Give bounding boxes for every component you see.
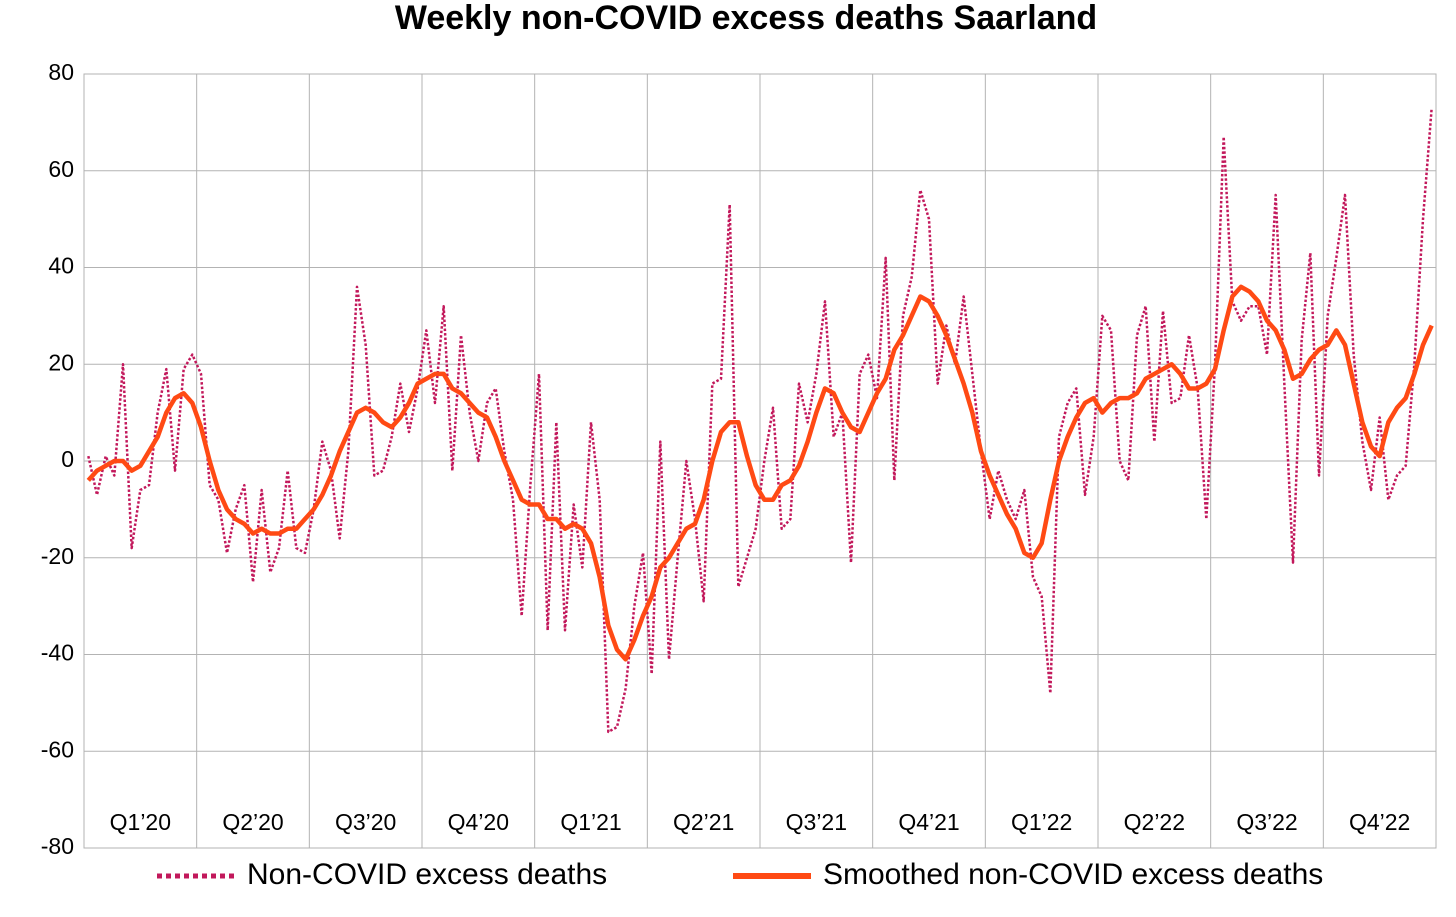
series-line [87, 107, 1433, 734]
y-tick-label: 0 [61, 446, 74, 472]
x-tick-label: Q1’21 [560, 809, 621, 835]
y-tick-label: -80 [41, 833, 74, 859]
y-tick-label: 60 [48, 156, 74, 182]
x-tick-label: Q3’20 [335, 809, 396, 835]
y-tick-label: 20 [48, 349, 74, 375]
series-line [86, 284, 1434, 662]
legend-label: Non-COVID excess deaths [247, 858, 607, 891]
x-tick-label: Q3’22 [1236, 809, 1297, 835]
x-tick-label: Q1’22 [1011, 809, 1072, 835]
y-tick-label: -40 [41, 640, 74, 666]
x-tick-label: Q2’22 [1124, 809, 1185, 835]
x-tick-label: Q2’20 [222, 809, 283, 835]
y-tick-label: -20 [41, 543, 74, 569]
x-tick-label: Q4’21 [898, 809, 959, 835]
legend-label: Smoothed non-COVID excess deaths [823, 858, 1323, 891]
x-tick-label: Q1’20 [110, 809, 171, 835]
y-tick-label: -60 [41, 736, 74, 762]
y-tick-label: 80 [48, 59, 74, 85]
x-tick-label: Q3’21 [786, 809, 847, 835]
x-tick-label: Q4’20 [448, 809, 509, 835]
x-tick-label: Q4’22 [1349, 809, 1410, 835]
y-tick-label: 40 [48, 253, 74, 279]
x-tick-label: Q2’21 [673, 809, 734, 835]
chart-title: Weekly non-COVID excess deaths Saarland [395, 0, 1097, 37]
